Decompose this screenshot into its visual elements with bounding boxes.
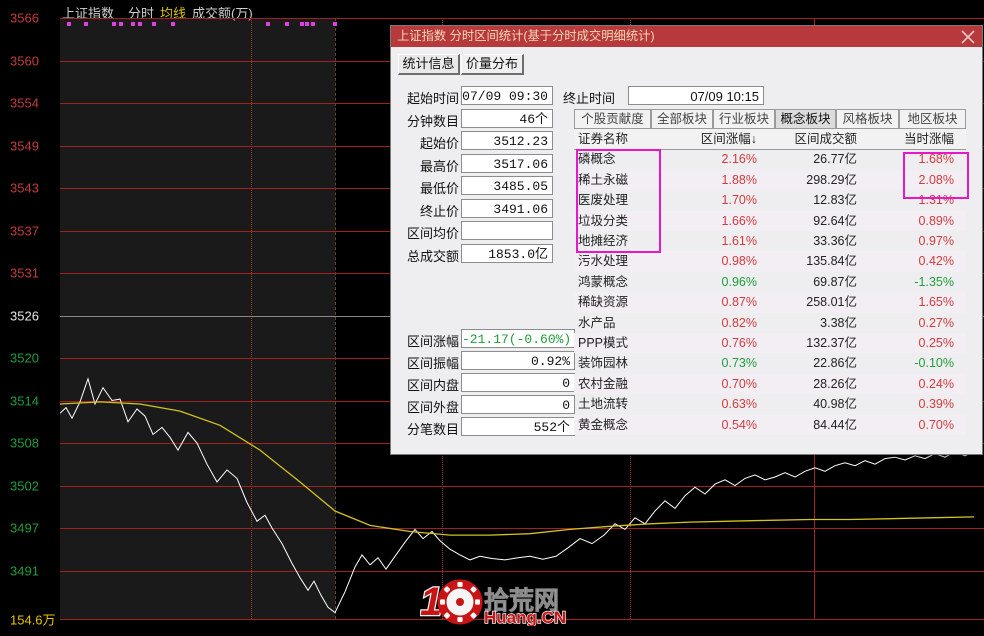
svg-text:Huang.CN: Huang.CN bbox=[484, 608, 566, 626]
